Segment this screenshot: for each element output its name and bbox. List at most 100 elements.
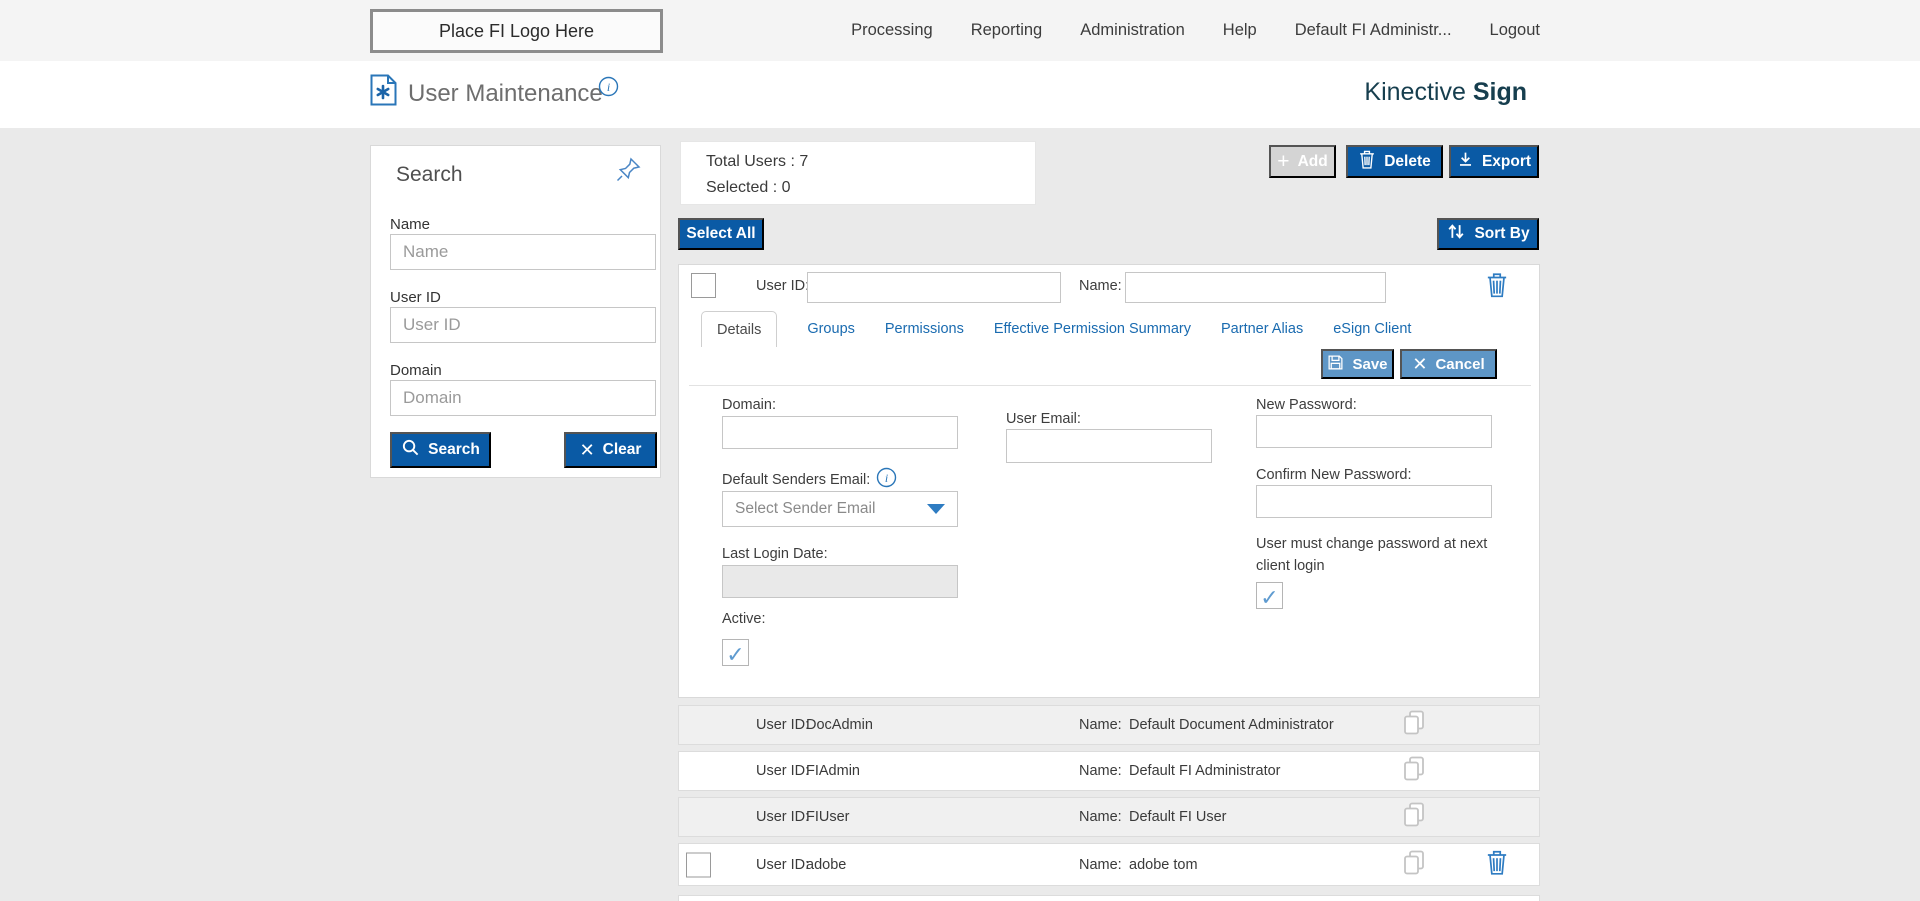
- active-checkbox[interactable]: ✓: [722, 639, 749, 666]
- editor-divider: [689, 385, 1531, 386]
- nav-processing[interactable]: Processing: [851, 21, 933, 39]
- search-userid-label: User ID: [390, 289, 441, 306]
- check-icon: ✓: [1260, 585, 1279, 610]
- svg-text:i: i: [607, 80, 610, 94]
- tab-details[interactable]: Details: [701, 311, 778, 347]
- plus-icon: +: [1277, 150, 1290, 173]
- copy-user-icon[interactable]: [1402, 801, 1426, 834]
- search-domain-input[interactable]: [390, 380, 656, 416]
- search-icon: [401, 438, 420, 462]
- export-button-label: Export: [1481, 152, 1532, 170]
- table-row-partial[interactable]: [678, 895, 1540, 901]
- must-change-password-label: User must change password at next client…: [1256, 536, 1488, 574]
- cancel-button[interactable]: ✕ Cancel: [1400, 349, 1497, 379]
- table-row-fiuser[interactable]: User ID: FIUser Name: Default FI User: [678, 797, 1540, 837]
- table-row-fiadmin[interactable]: User ID: FIAdmin Name: Default FI Admini…: [678, 751, 1540, 791]
- sort-by-button[interactable]: Sort By: [1437, 218, 1539, 250]
- tab-groups[interactable]: Groups: [807, 321, 855, 337]
- search-name-label: Name: [390, 216, 431, 233]
- tab-esign-client[interactable]: eSign Client: [1333, 321, 1412, 337]
- svg-text:i: i: [885, 471, 888, 485]
- editor-tabs: Details Groups Permissions Effective Per…: [701, 311, 1411, 347]
- kinective-sign-logo: Kinective Sign: [1364, 78, 1527, 107]
- tab-partner-alias[interactable]: Partner Alias: [1221, 321, 1304, 337]
- delete-users-button[interactable]: Delete: [1346, 145, 1443, 178]
- add-user-button[interactable]: + Add: [1269, 145, 1336, 178]
- check-icon: ✓: [726, 642, 745, 667]
- row-checkbox[interactable]: [686, 852, 711, 877]
- clear-button[interactable]: ✕ Clear: [564, 432, 657, 468]
- export-button[interactable]: Export: [1449, 145, 1539, 178]
- copy-user-icon[interactable]: [1402, 755, 1426, 788]
- search-button-label: Search: [428, 441, 480, 458]
- search-panel: Search Name User ID Domain Search ✕ Clea…: [370, 145, 661, 478]
- confirm-new-password-label: Confirm New Password:: [1256, 467, 1412, 483]
- page-header: User Maintenance i Kinective Sign: [0, 61, 1920, 128]
- new-password-label: New Password:: [1256, 397, 1357, 413]
- close-icon: ✕: [1412, 354, 1428, 374]
- pin-icon[interactable]: [614, 156, 642, 189]
- default-senders-email-label: Default Senders Email: i: [722, 467, 897, 492]
- table-row-docadmin[interactable]: User ID: DocAdmin Name: Default Document…: [678, 705, 1540, 745]
- page-info-icon[interactable]: i: [598, 76, 619, 102]
- editor-name-label: Name:*: [1079, 278, 1130, 294]
- nav-administration[interactable]: Administration: [1080, 21, 1185, 39]
- new-password-input[interactable]: [1256, 415, 1492, 448]
- brand-bold: Sign: [1472, 78, 1527, 106]
- user-email-input[interactable]: [1006, 429, 1212, 463]
- select-all-label: Select All: [686, 225, 756, 242]
- editor-trash-icon[interactable]: [1485, 271, 1509, 304]
- save-button[interactable]: Save: [1321, 349, 1394, 379]
- editor-userid-input[interactable]: [807, 272, 1061, 303]
- row-userid-label: User ID:: [756, 763, 810, 779]
- nav-logout[interactable]: Logout: [1489, 21, 1540, 39]
- domain-label: Domain:: [722, 397, 776, 413]
- row-userid-label: User ID:: [756, 717, 810, 733]
- fi-logo-placeholder: Place FI Logo Here: [370, 9, 663, 53]
- last-login-date-label: Last Login Date:: [722, 546, 828, 562]
- sort-by-label: Sort By: [1474, 225, 1530, 242]
- active-label: Active:: [722, 611, 766, 627]
- page-title: User Maintenance: [408, 80, 603, 107]
- user-editor-panel: User ID:* Name:* Details Groups Permissi…: [678, 264, 1540, 698]
- save-disk-icon: [1327, 354, 1344, 375]
- search-name-input[interactable]: [390, 234, 656, 270]
- row-userid-value: FIAdmin: [806, 763, 860, 779]
- row-userid-value: FIUser: [806, 809, 850, 825]
- nav-help[interactable]: Help: [1222, 21, 1257, 39]
- copy-user-icon[interactable]: [1402, 709, 1426, 742]
- tab-permissions[interactable]: Permissions: [884, 321, 964, 337]
- editor-row-checkbox[interactable]: [691, 273, 716, 298]
- delete-button-label: Delete: [1384, 152, 1431, 170]
- search-userid-input[interactable]: [390, 307, 656, 343]
- nav-reporting[interactable]: Reporting: [970, 21, 1043, 39]
- user-maintenance-doc-icon: [370, 74, 397, 111]
- selected-count: Selected : 0: [706, 179, 791, 196]
- search-domain-label: Domain: [390, 362, 442, 379]
- senders-email-info-icon[interactable]: i: [876, 467, 897, 492]
- trash-icon: [1358, 149, 1376, 175]
- editor-name-input[interactable]: [1125, 272, 1386, 303]
- domain-input[interactable]: [722, 416, 958, 449]
- must-change-password-checkbox[interactable]: ✓: [1256, 582, 1283, 609]
- clear-button-label: Clear: [602, 441, 642, 458]
- row-trash-icon[interactable]: [1485, 848, 1509, 881]
- select-all-button[interactable]: Select All: [678, 218, 764, 250]
- copy-user-icon[interactable]: [1402, 848, 1426, 881]
- nav-user-menu[interactable]: Default FI Administr...: [1294, 21, 1452, 39]
- sender-email-select[interactable]: Select Sender Email: [722, 491, 958, 527]
- download-icon: [1457, 150, 1474, 173]
- add-button-label: Add: [1297, 152, 1328, 170]
- table-row-adobe[interactable]: User ID: adobe Name: adobe tom: [678, 843, 1540, 886]
- user-email-label: User Email:: [1006, 411, 1081, 427]
- search-button[interactable]: Search: [390, 432, 491, 468]
- close-icon: ✕: [579, 440, 595, 460]
- top-nav-menu: Processing Reporting Administration Help…: [851, 0, 1540, 61]
- row-name-value: Default Document Administrator: [1129, 717, 1334, 733]
- row-name-label: Name:: [1079, 717, 1122, 733]
- tab-effective-permission-summary[interactable]: Effective Permission Summary: [993, 321, 1192, 337]
- total-users-count: Total Users : 7: [706, 153, 809, 170]
- fi-logo-text: Place FI Logo Here: [438, 20, 595, 41]
- confirm-new-password-input[interactable]: [1256, 485, 1492, 518]
